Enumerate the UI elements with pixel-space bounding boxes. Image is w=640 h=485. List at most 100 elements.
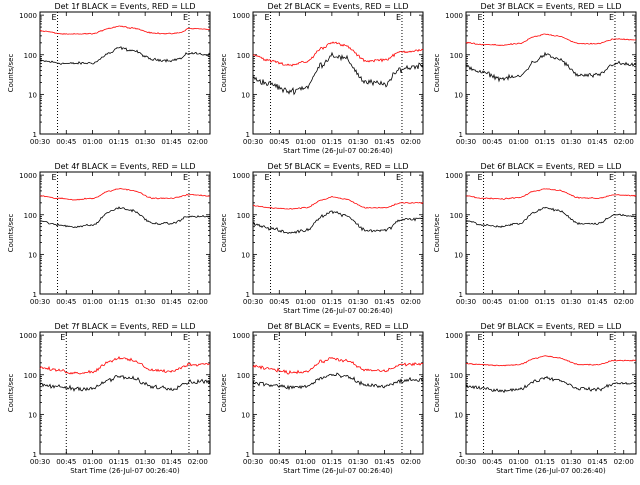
events-series-line xyxy=(252,372,424,391)
x-tick-label: 02:00 xyxy=(188,298,208,306)
x-tick-label: 00:45 xyxy=(269,138,289,146)
y-tick-label: 1000 xyxy=(232,332,250,340)
x-tick-label: 01:15 xyxy=(535,298,555,306)
y-tick-label: 10 xyxy=(28,411,37,419)
y-tick-label: 1 xyxy=(459,451,463,459)
x-axis-label: Start Time (26-Jul-07 00:26:40) xyxy=(283,467,393,475)
lld-series-line xyxy=(465,33,637,46)
plot-frame xyxy=(252,171,424,295)
x-tick-label: 01:15 xyxy=(322,138,342,146)
event-marker-label: E xyxy=(60,333,65,342)
event-marker-label: E xyxy=(52,13,57,22)
x-tick-label: 01:00 xyxy=(295,458,315,466)
x-tick-label: 01:45 xyxy=(161,458,181,466)
event-marker-label: E xyxy=(478,333,483,342)
y-axis-label: Counts/sec xyxy=(433,374,441,413)
events-series-line xyxy=(252,210,424,235)
y-tick-label: 10 xyxy=(454,251,463,259)
y-tick-label: 1000 xyxy=(232,172,250,180)
events-series-line xyxy=(252,51,424,96)
x-tick-label: 01:30 xyxy=(135,458,155,466)
y-axis-label: Counts/sec xyxy=(220,374,228,413)
x-tick-label: 01:00 xyxy=(82,298,102,306)
plot-frame xyxy=(39,331,211,455)
plot-frame xyxy=(39,171,211,295)
event-marker-label: E xyxy=(609,173,614,182)
y-tick-label: 1 xyxy=(246,451,250,459)
plot-frame xyxy=(465,171,637,295)
y-tick-label: 1 xyxy=(33,131,37,139)
x-tick-label: 01:00 xyxy=(82,138,102,146)
y-tick-label: 100 xyxy=(450,212,463,220)
x-tick-label: 00:30 xyxy=(30,298,50,306)
x-axis-label: Start Time (26-Jul-07 00:26:40) xyxy=(283,147,393,155)
y-tick-label: 100 xyxy=(24,372,37,380)
x-tick-label: 01:45 xyxy=(161,298,181,306)
x-tick-label: 01:30 xyxy=(135,138,155,146)
x-tick-label: 02:00 xyxy=(401,298,421,306)
plot-frame xyxy=(252,11,424,135)
event-marker-label: E xyxy=(396,333,401,342)
chart-title: Det 6f BLACK = Events, RED = LLD xyxy=(480,162,621,171)
lld-series-line xyxy=(252,196,424,210)
x-tick-label: 00:45 xyxy=(56,138,76,146)
plot-frame xyxy=(39,11,211,135)
y-tick-label: 100 xyxy=(24,52,37,60)
x-axis-label: Start Time (26-Jul-07 00:26:40) xyxy=(283,307,393,315)
y-tick-label: 1 xyxy=(459,131,463,139)
x-tick-label: 00:30 xyxy=(456,458,476,466)
y-axis-label: Counts/sec xyxy=(7,374,15,413)
event-marker-label: E xyxy=(52,173,57,182)
y-tick-label: 100 xyxy=(24,212,37,220)
y-tick-label: 10 xyxy=(454,91,463,99)
lld-series-line xyxy=(465,355,637,367)
y-tick-label: 1000 xyxy=(445,172,463,180)
chart-title: Det 9f BLACK = Events, RED = LLD xyxy=(480,322,621,331)
y-tick-label: 100 xyxy=(450,52,463,60)
y-tick-label: 1000 xyxy=(445,12,463,20)
y-tick-label: 10 xyxy=(454,411,463,419)
x-tick-label: 01:30 xyxy=(348,298,368,306)
x-tick-label: 02:00 xyxy=(401,138,421,146)
x-tick-label: 01:00 xyxy=(508,298,528,306)
x-tick-label: 02:00 xyxy=(614,138,634,146)
event-marker-label: E xyxy=(183,173,188,182)
x-tick-label: 00:30 xyxy=(243,458,263,466)
x-tick-label: 01:00 xyxy=(82,458,102,466)
chart-title: Det 5f BLACK = Events, RED = LLD xyxy=(267,162,408,171)
x-tick-label: 01:45 xyxy=(161,138,181,146)
lld-series-line xyxy=(39,25,211,35)
y-axis-label: Counts/sec xyxy=(220,214,228,253)
events-series-line xyxy=(465,206,637,228)
x-tick-label: 01:30 xyxy=(135,298,155,306)
x-tick-label: 00:30 xyxy=(456,298,476,306)
x-tick-label: 00:45 xyxy=(56,458,76,466)
x-tick-label: 02:00 xyxy=(614,298,634,306)
x-tick-label: 02:00 xyxy=(614,458,634,466)
event-marker-label: E xyxy=(183,13,188,22)
x-tick-label: 01:30 xyxy=(561,298,581,306)
events-series-line xyxy=(465,51,636,83)
x-tick-label: 00:45 xyxy=(482,138,502,146)
chart-panel-1: Det 1f BLACK = Events, RED = LLD Counts/s… xyxy=(7,2,211,146)
x-tick-label: 00:45 xyxy=(482,298,502,306)
lld-series-line xyxy=(252,356,424,375)
event-marker-label: E xyxy=(396,13,401,22)
y-tick-label: 10 xyxy=(241,251,250,259)
x-tick-label: 00:30 xyxy=(30,458,50,466)
x-axis-label: Start Time (26-Jul-07 00:26:40) xyxy=(70,467,180,475)
y-tick-label: 1000 xyxy=(232,12,250,20)
y-tick-label: 1000 xyxy=(445,332,463,340)
x-tick-label: 01:30 xyxy=(348,138,368,146)
y-tick-label: 100 xyxy=(450,372,463,380)
y-tick-label: 1 xyxy=(33,451,37,459)
y-tick-label: 1000 xyxy=(19,332,37,340)
lld-series-line xyxy=(465,188,637,200)
y-tick-label: 10 xyxy=(28,91,37,99)
plot-frame xyxy=(465,331,637,455)
y-axis-label: Counts/sec xyxy=(433,214,441,253)
x-tick-label: 02:00 xyxy=(188,458,208,466)
x-tick-label: 01:45 xyxy=(374,458,394,466)
